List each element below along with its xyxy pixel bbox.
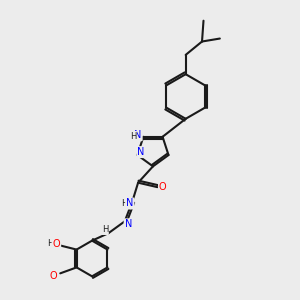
Text: N: N <box>134 130 142 140</box>
Text: N: N <box>126 199 134 208</box>
Text: H: H <box>130 132 136 141</box>
Text: O: O <box>52 238 60 249</box>
Text: O: O <box>49 271 57 281</box>
Text: H: H <box>122 199 128 208</box>
Text: O: O <box>159 182 166 192</box>
Text: H: H <box>102 225 108 234</box>
Text: N: N <box>137 147 145 157</box>
Text: H: H <box>47 239 54 248</box>
Text: N: N <box>124 219 132 229</box>
